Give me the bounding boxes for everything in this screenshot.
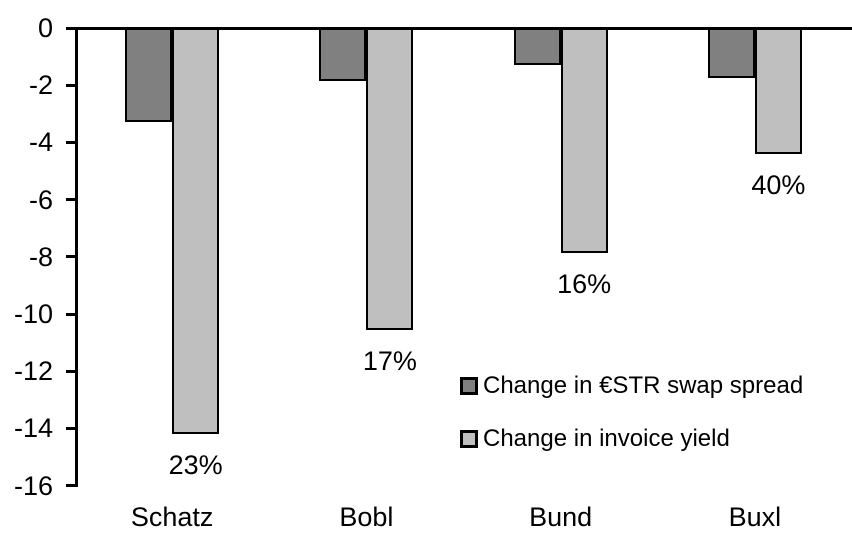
data-label-bobl: 17% [362, 345, 417, 376]
y-axis-tick [66, 255, 75, 259]
legend: Change in €STR swap spread Change in inv… [460, 371, 803, 454]
y-tick-label-12: -12 [13, 356, 53, 387]
y-axis-tick [66, 140, 75, 144]
legend-marker-invoice-yield-icon [460, 430, 478, 448]
y-tick-label-8: -8 [28, 241, 53, 272]
y-axis-tick [66, 426, 75, 430]
bar-schatz-change-in-invoice-yield [172, 28, 220, 435]
y-axis-tick [66, 26, 75, 30]
x-axis-line [75, 26, 852, 30]
bar-bund-change-in-invoice-yield [560, 28, 608, 253]
category-label-bobl: Bobl [339, 502, 394, 532]
y-tick-label-14: -14 [13, 413, 53, 444]
y-axis-tick [66, 83, 75, 87]
legend-marker-swap-spread-icon [460, 377, 478, 395]
bar-bobl-change-in-str-swap-spread [319, 28, 367, 81]
y-axis-tick [66, 369, 75, 373]
category-label-buxl: Buxl [728, 502, 782, 532]
y-axis-tick [66, 312, 75, 316]
data-label-buxl: 40% [751, 169, 806, 200]
bar-bobl-change-in-invoice-yield [366, 28, 414, 330]
y-tick-label-6: -6 [28, 184, 53, 215]
y-tick-label-2: -2 [28, 70, 53, 101]
bar-buxl-change-in-str-swap-spread [707, 28, 755, 79]
data-label-bund: 16% [557, 268, 612, 299]
bar-schatz-change-in-str-swap-spread [125, 28, 173, 123]
legend-label-swap-spread: Change in €STR swap spread [483, 372, 804, 399]
legend-item-swap-spread: Change in €STR swap spread [460, 371, 803, 401]
bar-bund-change-in-str-swap-spread [513, 28, 561, 66]
y-axis-line [75, 26, 78, 488]
category-label-schatz: Schatz [130, 502, 214, 532]
data-label-schatz: 23% [168, 450, 223, 481]
y-tick-label-10: -10 [13, 299, 53, 329]
y-axis-tick [66, 484, 75, 488]
legend-label-invoice-yield: Change in invoice yield [483, 425, 730, 452]
legend-item-invoice-yield: Change in invoice yield [460, 424, 803, 454]
y-tick-label-16: -16 [13, 470, 53, 501]
bar-buxl-change-in-invoice-yield [754, 28, 802, 154]
y-tick-label-4: -4 [28, 127, 53, 158]
y-axis-tick [66, 198, 75, 202]
y-tick-label-0: 0 [37, 13, 53, 43]
category-label-bund: Bund [529, 502, 593, 532]
